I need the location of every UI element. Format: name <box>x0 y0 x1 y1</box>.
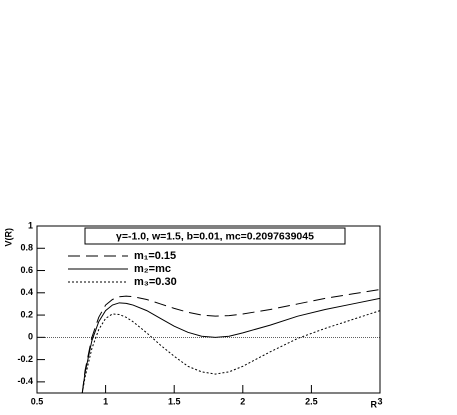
y-tick-label: 1 <box>28 220 33 230</box>
y-axis-label: V(R) <box>3 228 13 247</box>
y-tick-label: 0.2 <box>20 309 33 319</box>
y-tick-label: 0.8 <box>20 243 33 253</box>
plot-frame <box>36 225 381 394</box>
x-axis-label: R <box>371 399 378 409</box>
line <box>81 297 380 393</box>
x-tick-label: 1 <box>103 396 108 406</box>
x-tick-label: 2.5 <box>305 396 318 406</box>
x-tick-label: 1.5 <box>168 396 181 406</box>
legend-label: m₃=0.30 <box>134 276 177 288</box>
y-tick-label: -0.2 <box>17 354 33 364</box>
y-tick-label: 0.4 <box>20 287 33 297</box>
y-tick-label: 0 <box>28 332 33 342</box>
x-tick-label: 2 <box>240 396 245 406</box>
line <box>81 288 380 393</box>
y-tick-label: -0.4 <box>17 376 33 386</box>
chart-title: γ=-1.0, w=1.5, b=0.01, mc=0.2097639045 <box>116 230 314 242</box>
x-tick-label: 0.5 <box>31 396 44 406</box>
title-box <box>84 227 346 245</box>
legend-label: m₂=mc <box>134 263 171 275</box>
x-tick-label: 3 <box>377 396 382 406</box>
line <box>81 310 380 393</box>
y-tick-label: 0.6 <box>20 265 33 275</box>
legend-label: m₁=0.15 <box>134 250 176 262</box>
